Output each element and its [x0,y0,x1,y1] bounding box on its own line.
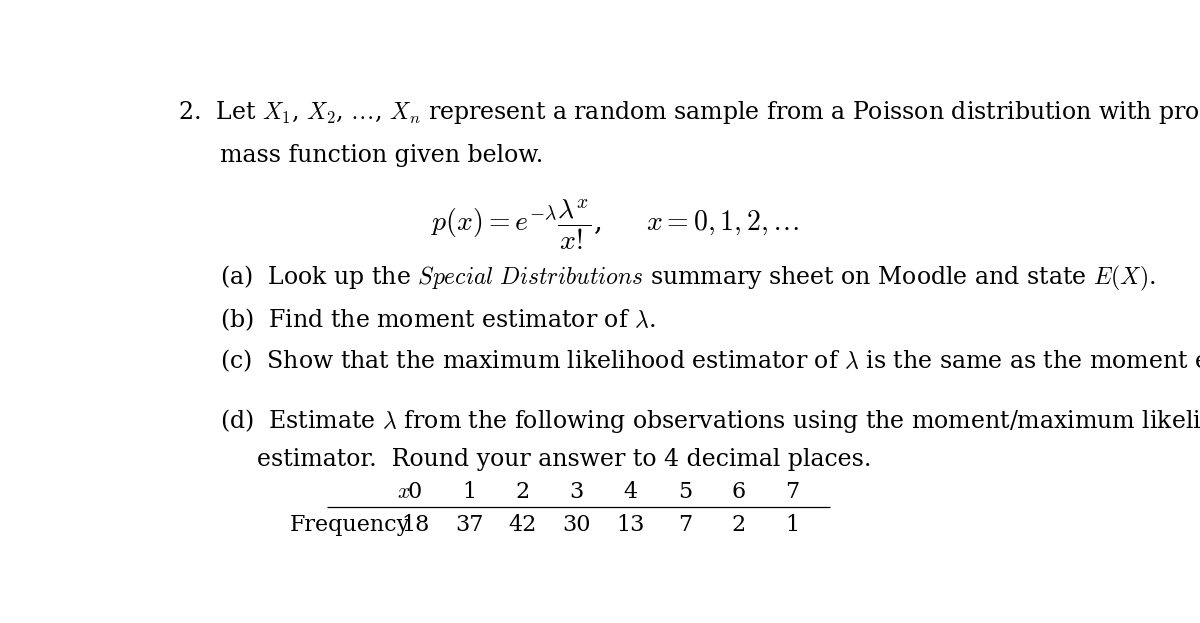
Text: (b)  Find the moment estimator of $\lambda$.: (b) Find the moment estimator of $\lambd… [220,306,655,333]
Text: 30: 30 [563,514,592,536]
Text: $p(x) = e^{-\lambda}\dfrac{\lambda^x}{x!}$,     $x = 0, 1, 2, \ldots$: $p(x) = e^{-\lambda}\dfrac{\lambda^x}{x!… [431,197,799,252]
Text: mass function given below.: mass function given below. [220,145,544,168]
Text: $x$: $x$ [397,481,410,503]
Text: 3: 3 [570,481,584,503]
Text: 2.  Let $X_1$, $X_2$, $\ldots$, $X_n$ represent a random sample from a Poisson d: 2. Let $X_1$, $X_2$, $\ldots$, $X_n$ rep… [178,98,1200,126]
Text: 2: 2 [732,514,745,536]
Text: (d)  Estimate $\lambda$ from the following observations using the moment/maximum: (d) Estimate $\lambda$ from the followin… [220,407,1200,435]
Text: 7: 7 [786,481,799,503]
Text: 6: 6 [732,481,745,503]
Text: estimator.  Round your answer to 4 decimal places.: estimator. Round your answer to 4 decima… [257,448,871,471]
Text: 1: 1 [786,514,799,536]
Text: 2: 2 [516,481,530,503]
Text: 1: 1 [462,481,476,503]
Text: 7: 7 [678,514,692,536]
Text: (c)  Show that the maximum likelihood estimator of $\lambda$ is the same as the : (c) Show that the maximum likelihood est… [220,347,1200,374]
Text: 4: 4 [624,481,638,503]
Text: 13: 13 [617,514,644,536]
Text: 0: 0 [408,481,422,503]
Text: 5: 5 [678,481,692,503]
Text: Frequency: Frequency [290,514,410,536]
Text: 18: 18 [401,514,430,536]
Text: 42: 42 [509,514,538,536]
Text: 37: 37 [455,514,484,536]
Text: (a)  Look up the $\it{Special\ Distributions}$ summary sheet on Moodle and state: (a) Look up the $\it{Special\ Distributi… [220,264,1156,293]
